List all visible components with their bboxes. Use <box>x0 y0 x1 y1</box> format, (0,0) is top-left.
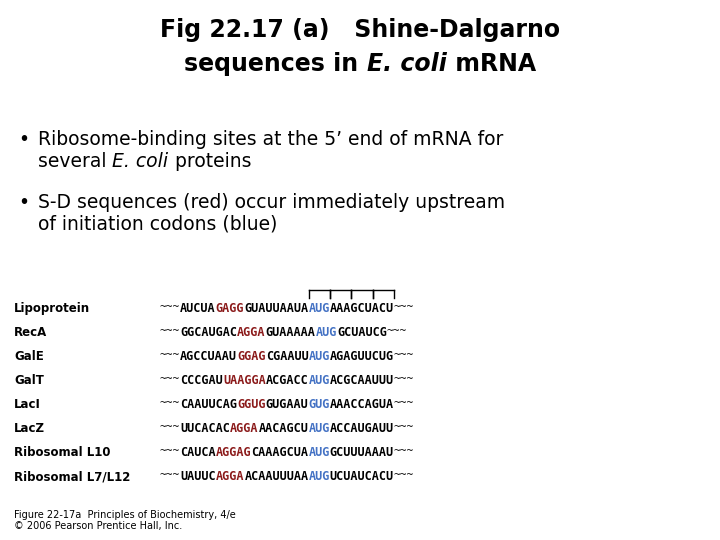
Text: ACCAUGAUU: ACCAUGAUU <box>330 422 394 435</box>
Text: AACAGCU: AACAGCU <box>258 422 308 435</box>
Text: proteins: proteins <box>168 152 251 171</box>
Text: CCCGAU: CCCGAU <box>180 374 223 387</box>
Text: of initiation codons (blue): of initiation codons (blue) <box>38 215 277 234</box>
Text: Lipoprotein: Lipoprotein <box>14 302 90 315</box>
Text: GUAAAAA: GUAAAAA <box>266 326 315 339</box>
Text: Fig 22.17 (a)   Shine-Dalgarno: Fig 22.17 (a) Shine-Dalgarno <box>160 18 560 42</box>
Text: ~~~: ~~~ <box>160 350 180 360</box>
Text: UAAGGA: UAAGGA <box>223 374 266 387</box>
Text: UCUAUCACU: UCUAUCACU <box>330 470 394 483</box>
Text: AUCUA: AUCUA <box>180 302 216 315</box>
Text: ~~~: ~~~ <box>160 302 180 312</box>
Text: S-D sequences (red) occur immediately upstream: S-D sequences (red) occur immediately up… <box>38 193 505 212</box>
Text: Figure 22-17a  Principles of Biochemistry, 4/e: Figure 22-17a Principles of Biochemistry… <box>14 510 235 520</box>
Text: UUCACAC: UUCACAC <box>180 422 230 435</box>
Text: ~~~: ~~~ <box>160 374 180 384</box>
Text: AGCCUAAU: AGCCUAAU <box>180 350 238 363</box>
Text: AAACCAGUA: AAACCAGUA <box>330 398 394 411</box>
Text: AGGA: AGGA <box>238 326 266 339</box>
Text: GGUG: GGUG <box>238 398 266 411</box>
Text: GCUUUAAAU: GCUUUAAAU <box>330 446 394 459</box>
Text: ~~~: ~~~ <box>394 398 414 408</box>
Text: ~~~: ~~~ <box>160 326 180 336</box>
Text: several: several <box>38 152 112 171</box>
Text: E. coli: E. coli <box>366 52 446 76</box>
Text: ~~~: ~~~ <box>394 302 414 312</box>
Text: LacZ: LacZ <box>14 422 45 435</box>
Text: GGAG: GGAG <box>238 350 266 363</box>
Text: ~~~: ~~~ <box>394 374 414 384</box>
Text: ~~~: ~~~ <box>160 446 180 456</box>
Text: AAAGCUACU: AAAGCUACU <box>330 302 394 315</box>
Text: ~~~: ~~~ <box>394 446 414 456</box>
Text: sequences in: sequences in <box>184 52 366 76</box>
Text: Ribosomal L7/L12: Ribosomal L7/L12 <box>14 470 130 483</box>
Text: ~~~: ~~~ <box>394 350 414 360</box>
Text: GGCAUGAC: GGCAUGAC <box>180 326 238 339</box>
Text: AUG: AUG <box>308 446 330 459</box>
Text: AUG: AUG <box>308 302 330 315</box>
Text: UAUUC: UAUUC <box>180 470 216 483</box>
Text: GUGAAU: GUGAAU <box>266 398 308 411</box>
Text: CAAUUCAG: CAAUUCAG <box>180 398 238 411</box>
Text: AUG: AUG <box>308 350 330 363</box>
Text: ~~~: ~~~ <box>160 422 180 432</box>
Text: CAUCA: CAUCA <box>180 446 216 459</box>
Text: AUG: AUG <box>308 422 330 435</box>
Text: ~~~: ~~~ <box>160 398 180 408</box>
Text: ACAAUUUAA: ACAAUUUAA <box>244 470 308 483</box>
Text: ACGCAAUUU: ACGCAAUUU <box>330 374 394 387</box>
Text: E. coli: E. coli <box>112 152 168 171</box>
Text: LacI: LacI <box>14 398 41 411</box>
Text: GalE: GalE <box>14 350 44 363</box>
Text: CGAAUU: CGAAUU <box>266 350 308 363</box>
Text: ~~~: ~~~ <box>387 326 407 336</box>
Text: GalT: GalT <box>14 374 44 387</box>
Text: AGAGUUCUG: AGAGUUCUG <box>330 350 394 363</box>
Text: CAAAGCUA: CAAAGCUA <box>251 446 308 459</box>
Text: GAGG: GAGG <box>216 302 244 315</box>
Text: © 2006 Pearson Prentice Hall, Inc.: © 2006 Pearson Prentice Hall, Inc. <box>14 521 182 531</box>
Text: ACGACC: ACGACC <box>266 374 308 387</box>
Text: GCUAUCG: GCUAUCG <box>337 326 387 339</box>
Text: ~~~: ~~~ <box>394 422 414 432</box>
Text: GUAUUAAUA: GUAUUAAUA <box>244 302 308 315</box>
Text: ~~~: ~~~ <box>394 470 414 480</box>
Text: AUG: AUG <box>308 374 330 387</box>
Text: •: • <box>18 193 29 212</box>
Text: AUG: AUG <box>315 326 337 339</box>
Text: •: • <box>18 130 29 149</box>
Text: RecA: RecA <box>14 326 48 339</box>
Text: mRNA: mRNA <box>446 52 536 76</box>
Text: GUG: GUG <box>308 398 330 411</box>
Text: AGGA: AGGA <box>216 470 244 483</box>
Text: ~~~: ~~~ <box>160 470 180 480</box>
Text: AUG: AUG <box>308 470 330 483</box>
Text: AGGAG: AGGAG <box>216 446 251 459</box>
Text: Ribosome-binding sites at the 5’ end of mRNA for: Ribosome-binding sites at the 5’ end of … <box>38 130 503 149</box>
Text: AGGA: AGGA <box>230 422 258 435</box>
Text: Ribosomal L10: Ribosomal L10 <box>14 446 110 459</box>
